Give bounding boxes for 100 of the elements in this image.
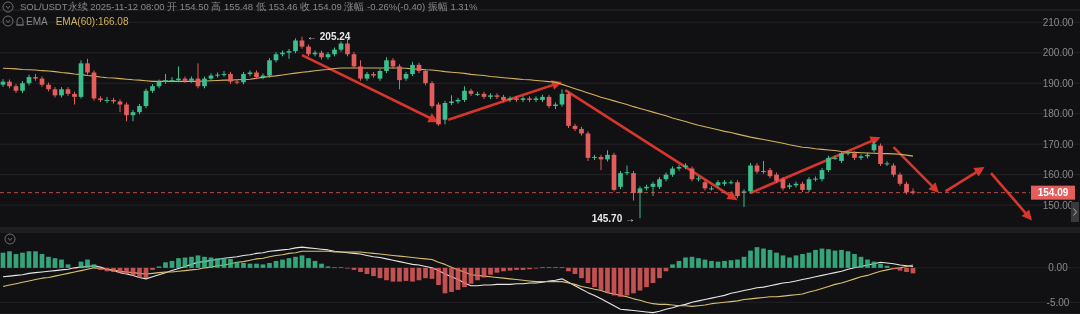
annotation: ← 205.24 (307, 31, 351, 43)
bar (299, 255, 305, 268)
y-tick-label: 180.00 (1042, 108, 1074, 120)
bar (852, 254, 857, 268)
bar (163, 262, 168, 268)
bar (709, 260, 714, 268)
candlestick (124, 101, 129, 122)
y-tick-label: 160.00 (1042, 169, 1074, 181)
bar (150, 267, 155, 270)
y-tick-label: -5.00 (1046, 296, 1070, 308)
bar (189, 256, 194, 268)
bar (696, 258, 701, 268)
bar (501, 267, 506, 272)
bar (371, 267, 376, 277)
bar (566, 267, 571, 272)
y-tick-label: 170.00 (1042, 138, 1074, 150)
bar (182, 257, 188, 268)
bar (728, 260, 734, 268)
candlestick (397, 63, 402, 90)
bar (507, 267, 513, 271)
bar (7, 251, 12, 268)
bar (761, 248, 766, 268)
bar (631, 267, 636, 294)
bar (670, 264, 675, 268)
bar (683, 257, 688, 268)
bar (195, 255, 201, 268)
text: EMA(60):166.08 (55, 16, 129, 27)
y-tick-label: 200.00 (1042, 47, 1074, 59)
bar (293, 256, 298, 268)
bar (267, 263, 272, 268)
bar (98, 267, 103, 270)
bar (897, 267, 903, 271)
bar (85, 259, 90, 268)
bar (234, 262, 240, 268)
candlestick (267, 57, 272, 79)
bar (774, 252, 779, 268)
annotation: EMA (26, 16, 48, 27)
candlestick (878, 143, 883, 167)
bar (780, 255, 786, 268)
bar (475, 267, 480, 281)
bar (722, 260, 727, 268)
bar (241, 263, 246, 268)
bar (91, 264, 97, 268)
candlestick (117, 98, 123, 113)
annotation: 145.70 → (591, 212, 635, 224)
ref-line-label: 154.09 (1037, 187, 1069, 199)
bar (20, 252, 25, 268)
bar (254, 263, 259, 268)
candlestick (761, 160, 766, 175)
bar (748, 250, 753, 268)
bar (124, 267, 129, 275)
bar (644, 267, 649, 288)
bar (449, 267, 454, 292)
bar (384, 267, 389, 281)
bar (59, 259, 64, 268)
bar (410, 267, 415, 282)
bar (436, 267, 441, 286)
candlestick (286, 48, 292, 60)
bar (176, 258, 181, 268)
candlestick (494, 92, 500, 100)
bar (280, 259, 285, 268)
candlestick (676, 164, 682, 172)
chart-title: SOL/USDT永续 2025-11-12 08:00 开 154.50 高 155.48 低 153.46 收 154.09 涨幅 -0.26%(-0.40) 振幅 1.31% (20, 1, 478, 12)
candlestick (358, 59, 363, 82)
bar (800, 254, 805, 268)
bar (605, 267, 610, 293)
bar (215, 258, 220, 268)
candlestick (436, 101, 441, 127)
bar (46, 256, 51, 268)
y-tick-label: 0.00 (1048, 262, 1069, 274)
bar (904, 267, 909, 272)
line-series (2, 246, 914, 314)
bar (397, 267, 402, 282)
y-tick-label: 190.00 (1042, 77, 1074, 89)
bar (514, 267, 519, 270)
bar (65, 264, 71, 268)
bar (579, 267, 584, 279)
candlestick (507, 95, 513, 103)
bar (592, 267, 597, 288)
bar (787, 257, 792, 268)
bar (358, 267, 363, 272)
bar (306, 258, 311, 268)
bar (462, 267, 467, 288)
line-series (2, 250, 914, 307)
bar (735, 259, 740, 268)
bar (839, 249, 844, 268)
bar (202, 256, 207, 268)
bar (793, 255, 799, 268)
y-tick-label: 210.00 (1042, 16, 1074, 28)
bar (878, 263, 883, 268)
bar (33, 251, 38, 268)
bar (618, 267, 623, 297)
bar (208, 257, 214, 268)
bar (260, 264, 266, 268)
bar (826, 249, 831, 268)
bar (488, 267, 493, 275)
bar (657, 267, 662, 279)
candlestick (520, 95, 526, 103)
bar (228, 258, 233, 268)
bar (137, 267, 142, 278)
